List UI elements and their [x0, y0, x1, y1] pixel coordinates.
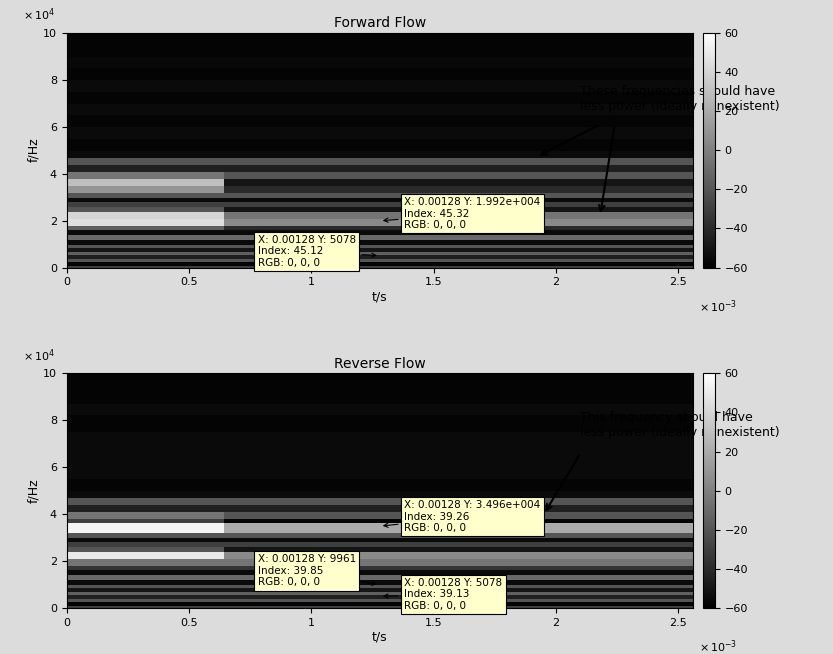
Title: Reverse Flow: Reverse Flow	[334, 357, 426, 371]
Title: Forward Flow: Forward Flow	[334, 16, 426, 30]
Text: $\times\,10^4$: $\times\,10^4$	[22, 347, 55, 364]
Y-axis label: f/Hz: f/Hz	[27, 479, 40, 503]
Text: X: 0.00128 Y: 5078
Index: 39.13
RGB: 0, 0, 0: X: 0.00128 Y: 5078 Index: 39.13 RGB: 0, …	[384, 577, 502, 611]
X-axis label: t/s: t/s	[372, 630, 387, 644]
Text: This frequency should have
less power (ideally nonexistent): This frequency should have less power (i…	[581, 411, 781, 439]
Y-axis label: f/Hz: f/Hz	[27, 138, 40, 162]
Text: X: 0.00128 Y: 9961
Index: 39.85
RGB: 0, 0, 0: X: 0.00128 Y: 9961 Index: 39.85 RGB: 0, …	[257, 554, 376, 587]
Text: X: 0.00128 Y: 1.992e+004
Index: 45.32
RGB: 0, 0, 0: X: 0.00128 Y: 1.992e+004 Index: 45.32 RG…	[384, 197, 541, 230]
Text: $\times\,10^4$: $\times\,10^4$	[22, 7, 55, 24]
Text: $\times\,10^{-3}$: $\times\,10^{-3}$	[700, 639, 737, 654]
X-axis label: t/s: t/s	[372, 290, 387, 303]
Text: X: 0.00128 Y: 5078
Index: 45.12
RGB: 0, 0, 0: X: 0.00128 Y: 5078 Index: 45.12 RGB: 0, …	[257, 235, 376, 268]
Text: X: 0.00128 Y: 3.496e+004
Index: 39.26
RGB: 0, 0, 0: X: 0.00128 Y: 3.496e+004 Index: 39.26 RG…	[384, 500, 541, 534]
Text: $\times\,10^{-3}$: $\times\,10^{-3}$	[700, 298, 737, 315]
Text: These frequencies should have
less power (ideally nonexistent): These frequencies should have less power…	[581, 84, 781, 112]
